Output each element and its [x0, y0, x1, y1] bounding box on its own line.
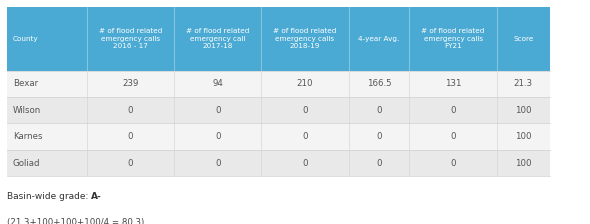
- Text: 0: 0: [376, 106, 382, 115]
- Text: 100: 100: [515, 159, 532, 168]
- Text: 100: 100: [515, 106, 532, 115]
- Text: Score: Score: [513, 36, 533, 42]
- Text: 166.5: 166.5: [367, 79, 391, 88]
- Text: 0: 0: [302, 106, 308, 115]
- Bar: [7, 71, 550, 97]
- Text: 0: 0: [376, 132, 382, 141]
- Text: County: County: [13, 36, 38, 42]
- Text: Basin-wide grade:: Basin-wide grade:: [7, 192, 91, 201]
- Text: 0: 0: [376, 159, 382, 168]
- Text: 0: 0: [215, 106, 221, 115]
- Text: 0: 0: [215, 132, 221, 141]
- Text: 0: 0: [302, 132, 308, 141]
- Text: 210: 210: [297, 79, 313, 88]
- Text: 100: 100: [515, 132, 532, 141]
- Text: Goliad: Goliad: [13, 159, 41, 168]
- Text: 0: 0: [450, 106, 456, 115]
- Text: 131: 131: [445, 79, 461, 88]
- Bar: [7, 123, 550, 150]
- Text: Bexar: Bexar: [13, 79, 38, 88]
- Text: # of flood related
emergency calls
FY21: # of flood related emergency calls FY21: [421, 28, 485, 49]
- Text: 0: 0: [450, 159, 456, 168]
- Text: # of flood related
emergency calls
2018-19: # of flood related emergency calls 2018-…: [273, 28, 337, 49]
- Text: # of flood related
emergency call
2017-18: # of flood related emergency call 2017-1…: [186, 28, 250, 49]
- Text: 4-year Avg.: 4-year Avg.: [359, 36, 399, 42]
- Text: (21.3+100+100+100/4 = 80.3): (21.3+100+100+100/4 = 80.3): [7, 218, 145, 224]
- Text: # of flood related
emergency calls
2016 - 17: # of flood related emergency calls 2016 …: [99, 28, 162, 49]
- Text: 0: 0: [127, 132, 133, 141]
- Text: 0: 0: [450, 132, 456, 141]
- Text: 0: 0: [127, 159, 133, 168]
- Text: A-: A-: [91, 192, 102, 201]
- Text: 0: 0: [302, 159, 308, 168]
- Text: 21.3: 21.3: [514, 79, 533, 88]
- Text: 0: 0: [127, 106, 133, 115]
- Text: Wilson: Wilson: [13, 106, 41, 115]
- Text: 239: 239: [122, 79, 139, 88]
- Bar: [7, 97, 550, 123]
- Text: Karnes: Karnes: [13, 132, 42, 141]
- Text: 94: 94: [212, 79, 223, 88]
- Bar: [7, 7, 550, 71]
- Bar: [7, 150, 550, 176]
- Text: 0: 0: [215, 159, 221, 168]
